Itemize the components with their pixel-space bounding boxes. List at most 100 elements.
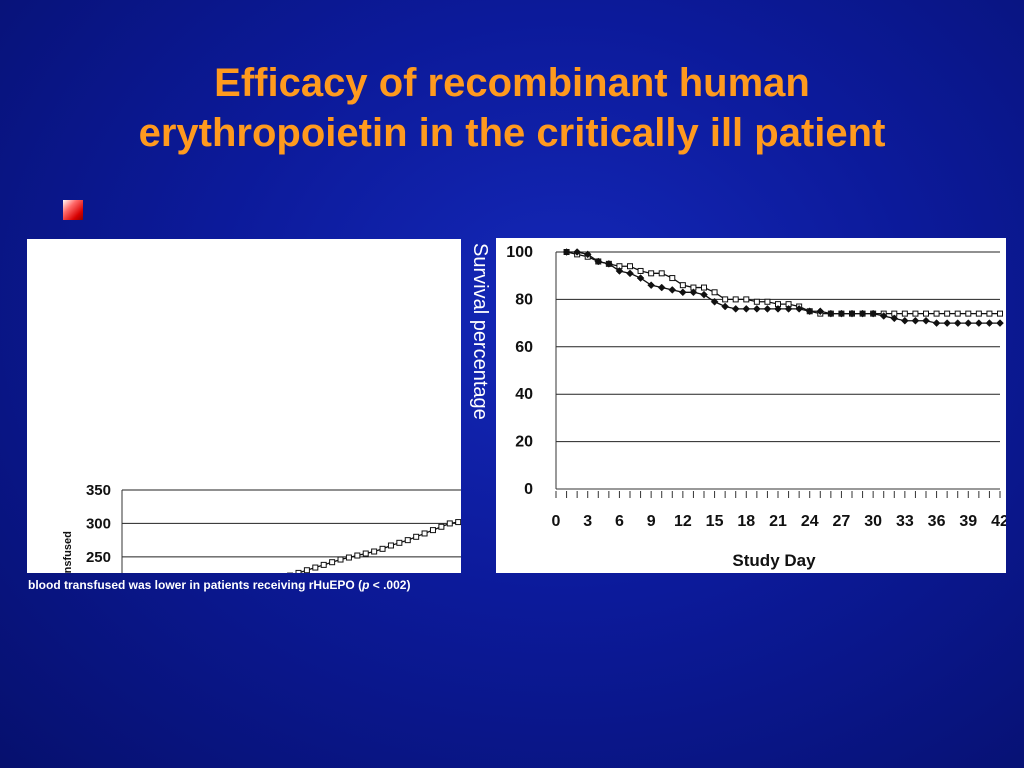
chart1-series-1-point [774, 305, 782, 313]
chart1-series-0-point [711, 289, 718, 296]
chart0-ytick-label: 250 [86, 549, 111, 566]
chart1-series-1-point [594, 257, 603, 266]
chart1-series-1-point [784, 305, 793, 313]
chart1-series-1-point [816, 307, 825, 316]
chart1-series-0-line [566, 251, 1000, 315]
chart1-series-1-point [827, 309, 835, 318]
chart1-x-axis-label: Study Day [732, 551, 816, 570]
chart1-ytick-label: 60 [515, 339, 533, 356]
chart1-series-1-point [943, 319, 951, 327]
chart1-series-1-point [964, 319, 973, 327]
chart1-xtick-label: 18 [737, 513, 755, 530]
chart1-series-0-point [901, 310, 908, 317]
chart1-series-1-point [605, 259, 613, 268]
chart0-series-0-point [320, 561, 327, 568]
chart0-series-0-point [371, 548, 378, 555]
chart1-series-0-point [975, 310, 982, 317]
chart1-series-0-point [669, 275, 676, 282]
chart0-series-0-point [446, 520, 453, 527]
chart1-series-1-point [869, 309, 877, 318]
chart0-series-0-point [413, 533, 420, 540]
chart1-series-1-point [795, 305, 803, 313]
bullet-square-icon [63, 200, 83, 220]
chart0-series-0-point [303, 567, 310, 573]
chart1-series-1-point [562, 248, 571, 256]
chart1-series-1-point [932, 319, 941, 327]
chart1-series-1-point [626, 269, 634, 278]
chart1-xtick-label: 24 [801, 513, 819, 530]
chart0-ytick-label: 300 [86, 515, 111, 532]
chart1-series-1-point [647, 281, 655, 290]
chart1-series-1-point [573, 248, 581, 256]
survival-chart-panel: 0 20 40 60 80 100 0 3 6 9 12 15 18 21 24 27 30 33 36 39 42 St… [496, 238, 1006, 573]
chart1-series-0-point [753, 298, 760, 305]
chart0-series-0-point [404, 537, 411, 544]
chart1-series-1-point [805, 307, 814, 316]
chart1-xtick-label: 30 [864, 513, 882, 530]
chart0-series-0-point [354, 552, 361, 559]
chart1-series-1-point [689, 288, 698, 297]
chart1-xtick-label: 36 [928, 513, 946, 530]
chart1-series-1-point [890, 314, 899, 323]
chart1-series-0-point [764, 298, 771, 305]
chart1-series-0-point [679, 282, 686, 289]
chart1-xtick-label: 9 [647, 513, 656, 530]
chart1-series-0-point [637, 267, 644, 274]
chart1-xtick-label: 12 [674, 513, 692, 530]
chart1-series-1-point [901, 316, 909, 325]
chart0-ytick-label: 350 [86, 482, 111, 499]
chart1-series-1-point [636, 274, 645, 282]
chart0-series-0-point [345, 554, 352, 561]
caption: blood transfused was lower in patients r… [28, 578, 410, 592]
chart1-series-1-point [583, 250, 592, 259]
chart0-series-0-point [421, 530, 428, 537]
chart1-series-1-point [922, 316, 930, 325]
chart1-series-1-point [679, 288, 687, 297]
chart1-xtick-label: 27 [833, 513, 851, 530]
chart0-y-axis-label: Cumulative Units Transfused [62, 531, 74, 573]
chart1-series-0-point [627, 263, 633, 270]
chart1-series-1-point [879, 312, 888, 320]
chart0-series-0-point [438, 523, 445, 530]
chart0-series-0-point [379, 545, 386, 552]
chart1-series-0-point [912, 310, 919, 317]
chart1-series-1-point [858, 309, 867, 318]
chart1-xtick-label: 0 [552, 513, 561, 530]
chart1-series-0-point [658, 270, 665, 277]
chart1-series-0-point [944, 310, 951, 317]
chart1-series-0-point [701, 284, 707, 291]
chart1-series-1-point [731, 305, 740, 313]
caption-p-value: < .002) [369, 578, 411, 592]
chart1-ytick-label: 100 [506, 244, 533, 261]
chart1-ytick-label: 20 [515, 434, 533, 451]
chart1-ytick-label: 80 [515, 291, 533, 308]
chart1-xtick-label: 39 [959, 513, 977, 530]
transfusion-chart: 0501001502002503003500369121518212427303… [62, 482, 461, 573]
chart1-series-0-point [722, 296, 729, 303]
chart1-series-1-point [615, 267, 624, 275]
caption-text: blood transfused was lower in patients r… [28, 578, 363, 592]
chart1-ytick-label: 0 [524, 481, 533, 498]
chart1-xtick-label: 6 [615, 513, 624, 530]
chart1-xtick-label: 42 [991, 513, 1006, 530]
survival-percentage-label: Survival percentage [469, 243, 491, 420]
chart1-series-1-point [848, 309, 856, 318]
chart1-series-1-point [953, 319, 962, 327]
chart1-series-0-point [965, 310, 972, 317]
chart1-xtick-label: 33 [896, 513, 914, 530]
chart0-series-0-point [429, 527, 436, 534]
chart1-xtick-label: 3 [583, 513, 592, 530]
chart0-series-0-point [312, 564, 319, 571]
chart0-series-0-point [337, 556, 344, 563]
chart1-series-0-point [732, 296, 739, 303]
chart0-series-0-point [362, 550, 369, 557]
chart0-series-0-line [296, 521, 461, 573]
chart1-series-1-point [700, 290, 708, 299]
chart1-xtick-label: 21 [769, 513, 787, 530]
chart1-series-1-point [837, 309, 846, 318]
chart1-series-1-point [753, 305, 761, 313]
chart1-series-1-point [911, 316, 920, 325]
caption-p-value-symbol: p [362, 578, 370, 592]
slide-title-line-1: Efficacy of recombinant human [214, 61, 810, 105]
